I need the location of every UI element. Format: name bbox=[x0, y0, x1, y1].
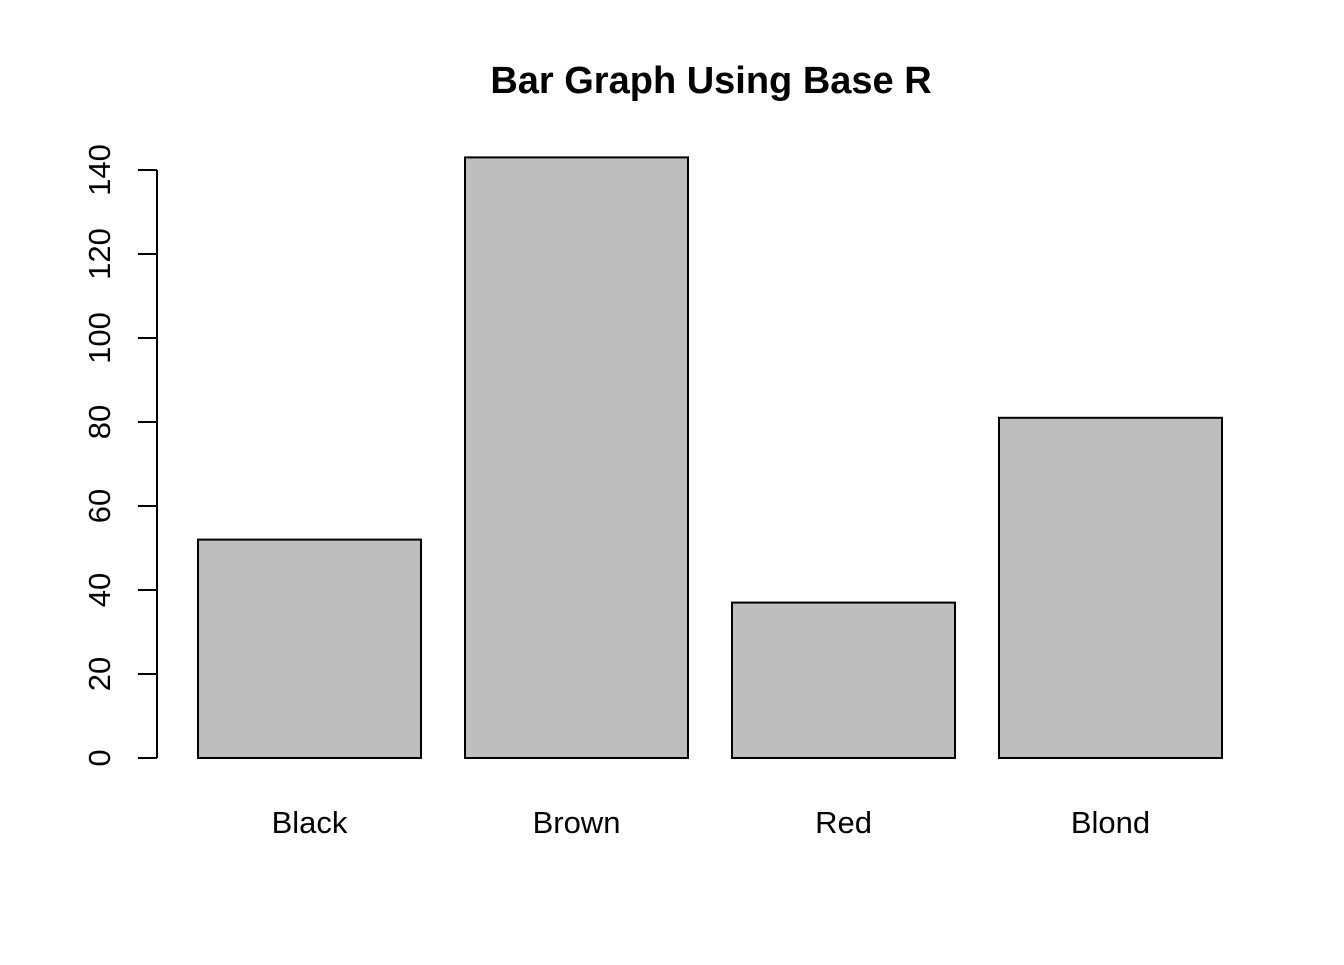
bar-red bbox=[731, 601, 956, 759]
x-category-label: Black bbox=[272, 805, 348, 840]
y-tick-label: 120 bbox=[82, 228, 117, 280]
y-tick-label: 60 bbox=[82, 489, 117, 523]
y-axis: 0 20 40 60 80 100 120 140 bbox=[82, 144, 158, 767]
x-category-label: Blond bbox=[1071, 805, 1150, 840]
bar-brown bbox=[464, 156, 689, 759]
bar-black bbox=[197, 538, 422, 759]
x-category-labels: Black Brown Red Blond bbox=[272, 805, 1151, 840]
bar-blond bbox=[998, 416, 1223, 759]
y-tick-label: 100 bbox=[82, 312, 117, 364]
x-category-label: Brown bbox=[533, 805, 621, 840]
bars-group bbox=[197, 156, 1223, 759]
y-tick-label: 20 bbox=[82, 657, 117, 691]
y-tick-label: 140 bbox=[82, 144, 117, 196]
y-tick-label: 40 bbox=[82, 573, 117, 607]
y-tick-label: 80 bbox=[82, 405, 117, 439]
x-category-label: Red bbox=[815, 805, 872, 840]
y-tick-label: 0 bbox=[82, 749, 117, 766]
chart-title: Bar Graph Using Base R bbox=[490, 60, 931, 102]
